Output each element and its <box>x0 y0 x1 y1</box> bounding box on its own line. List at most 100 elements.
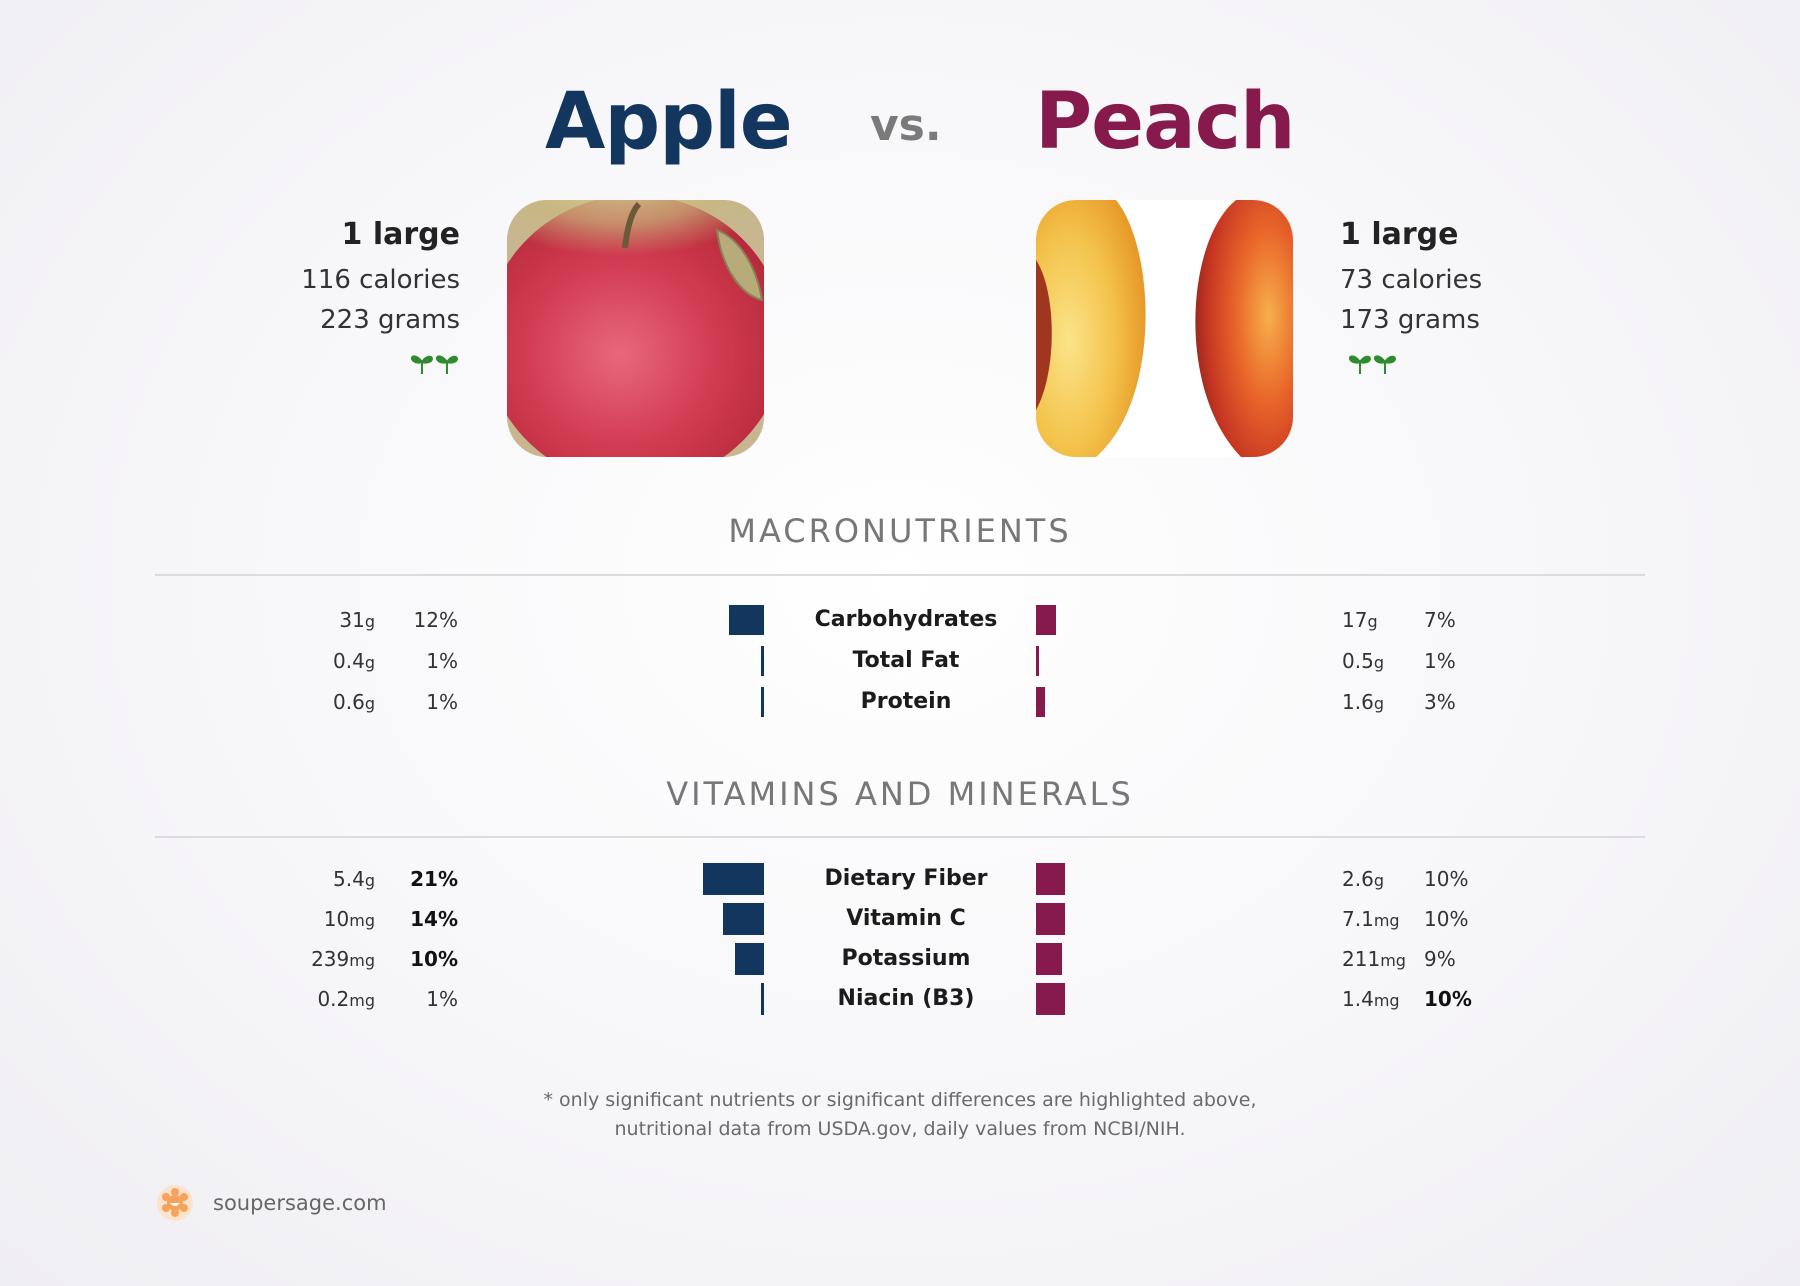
peach-bar <box>1036 605 1057 635</box>
peach-calories: 73 calories <box>1340 265 1483 295</box>
macro-section-title: MACRONUTRIENTS <box>728 512 1072 550</box>
peach-amount: 17g <box>1342 600 1462 642</box>
peach-percent-label: 9% <box>1424 947 1456 971</box>
peach-amount: 1.6g <box>1342 682 1462 724</box>
peach-bar <box>1036 943 1063 975</box>
nutrient-name: Vitamin C <box>846 906 966 931</box>
nutrient-row: 5.4g 21% Dietary Fiber 2.6g 10% <box>0 859 1800 899</box>
peach-bar <box>1036 687 1045 717</box>
nutrient-name: Dietary Fiber <box>824 866 988 891</box>
apple-title: Apple <box>545 77 793 167</box>
apple-bar <box>703 863 764 895</box>
sprout-icon <box>410 355 459 374</box>
footnote-line-2: nutritional data from USDA.gov, daily va… <box>614 1118 1186 1140</box>
apple-amount-value: 0.6 <box>333 690 365 714</box>
peach-bar <box>1036 903 1065 935</box>
peach-amount-value: 2.6 <box>1342 867 1374 891</box>
peach-bar <box>1036 863 1065 895</box>
apple-amount-value: 10 <box>323 907 350 931</box>
peach-percent-label: 3% <box>1424 690 1456 714</box>
peach-photo <box>1036 200 1293 457</box>
vitamins-section-title: VITAMINS AND MINERALS <box>666 775 1134 813</box>
peach-amount-value: 1.6 <box>1342 690 1374 714</box>
apple-percent-label: 1% <box>426 690 458 714</box>
peach-amount-value: 1.4 <box>1342 987 1374 1011</box>
macro-divider <box>155 574 1645 576</box>
nutrient-row: 31g 12% Carbohydrates 17g 7% <box>0 600 1800 640</box>
peach-percent-label: 1% <box>1424 649 1456 673</box>
apple-bar <box>761 646 764 676</box>
apple-photo <box>507 200 764 457</box>
apple-bar <box>761 983 764 1015</box>
nutrient-name: Potassium <box>841 946 971 971</box>
peach-serving: 1 large <box>1340 217 1459 252</box>
apple-amount-value: 239 <box>311 947 350 971</box>
peach-grams: 173 grams <box>1340 305 1480 335</box>
nutrient-name: Carbohydrates <box>814 607 998 632</box>
apple-amount-unit: mg <box>349 951 375 970</box>
apple-amount: 0.4g <box>255 641 375 683</box>
peach-amount-unit: g <box>1373 694 1384 713</box>
apple-amount-value: 31 <box>339 608 365 632</box>
apple-bar <box>729 605 764 635</box>
peach-amount-value: 7.1 <box>1342 907 1374 931</box>
apple-amount: 0.2mg <box>255 979 375 1021</box>
apple-percent-label: 1% <box>426 987 458 1011</box>
nutrient-row: 239mg 10% Potassium 211mg 9% <box>0 939 1800 979</box>
apple-percent-label: 21% <box>410 867 458 891</box>
vs-label: vs. <box>870 100 942 151</box>
apple-amount: 31g <box>255 600 375 642</box>
peach-amount-unit: mg <box>1380 951 1406 970</box>
apple-amount-unit: g <box>364 694 375 713</box>
peach-percent-label: 7% <box>1424 608 1456 632</box>
peach-amount: 2.6g <box>1342 859 1462 901</box>
apple-percent-label: 1% <box>426 649 458 673</box>
peach-info: 1 large 73 calories 173 grams <box>1340 210 1560 376</box>
footnote: * only significant nutrients or signific… <box>0 1086 1800 1144</box>
peach-amount-value: 0.5 <box>1342 649 1374 673</box>
peach-bar <box>1036 983 1065 1015</box>
apple-amount: 0.6g <box>255 682 375 724</box>
apple-amount-unit: g <box>364 871 375 890</box>
brand[interactable]: soupersage.com <box>155 1183 387 1223</box>
nutrient-row: 0.2mg 1% Niacin (B3) 1.4mg 10% <box>0 979 1800 1019</box>
peach-amount-unit: g <box>1373 653 1384 672</box>
peach-amount-unit: mg <box>1373 911 1400 930</box>
sprout-icon <box>1348 355 1397 374</box>
apple-bar <box>723 903 764 935</box>
peach-amount-unit: g <box>1367 612 1378 631</box>
peach-amount-value: 211 <box>1342 947 1381 971</box>
apple-amount-unit: g <box>364 653 375 672</box>
peach-percent-label: 10% <box>1424 867 1469 891</box>
apple-bar <box>761 687 764 717</box>
peach-amount-unit: mg <box>1373 991 1400 1010</box>
peach-amount-unit: g <box>1373 871 1384 890</box>
nutrient-name: Total Fat <box>852 648 960 673</box>
apple-amount-unit: mg <box>349 911 375 930</box>
peach-amount-value: 17 <box>1342 608 1368 632</box>
apple-amount: 10mg <box>255 899 375 941</box>
nutrient-name: Niacin (B3) <box>837 986 975 1011</box>
peach-bar <box>1036 646 1039 676</box>
apple-amount-value: 0.2 <box>317 987 350 1011</box>
nutrient-row: 10mg 14% Vitamin C 7.1mg 10% <box>0 899 1800 939</box>
brand-text: soupersage.com <box>213 1191 387 1215</box>
apple-percent-label: 12% <box>413 608 458 632</box>
peach-percent-label: 10% <box>1424 987 1472 1011</box>
apple-amount: 5.4g <box>255 859 375 901</box>
apple-amount-unit: g <box>364 612 375 631</box>
apple-grams: 223 grams <box>320 305 460 335</box>
apple-serving: 1 large <box>341 217 460 252</box>
apple-amount: 239mg <box>255 939 375 981</box>
soupersage-logo-icon <box>157 1185 193 1221</box>
peach-amount: 1.4mg <box>1342 979 1462 1021</box>
apple-calories: 116 calories <box>301 265 460 295</box>
apple-percent-label: 10% <box>410 947 458 971</box>
peach-amount: 7.1mg <box>1342 899 1462 941</box>
peach-amount: 211mg <box>1342 939 1462 981</box>
apple-percent-label: 14% <box>410 907 458 931</box>
apple-sprouts <box>240 350 460 376</box>
peach-amount: 0.5g <box>1342 641 1462 683</box>
apple-info: 1 large 116 calories 223 grams <box>240 210 460 376</box>
apple-amount-unit: mg <box>349 991 375 1010</box>
